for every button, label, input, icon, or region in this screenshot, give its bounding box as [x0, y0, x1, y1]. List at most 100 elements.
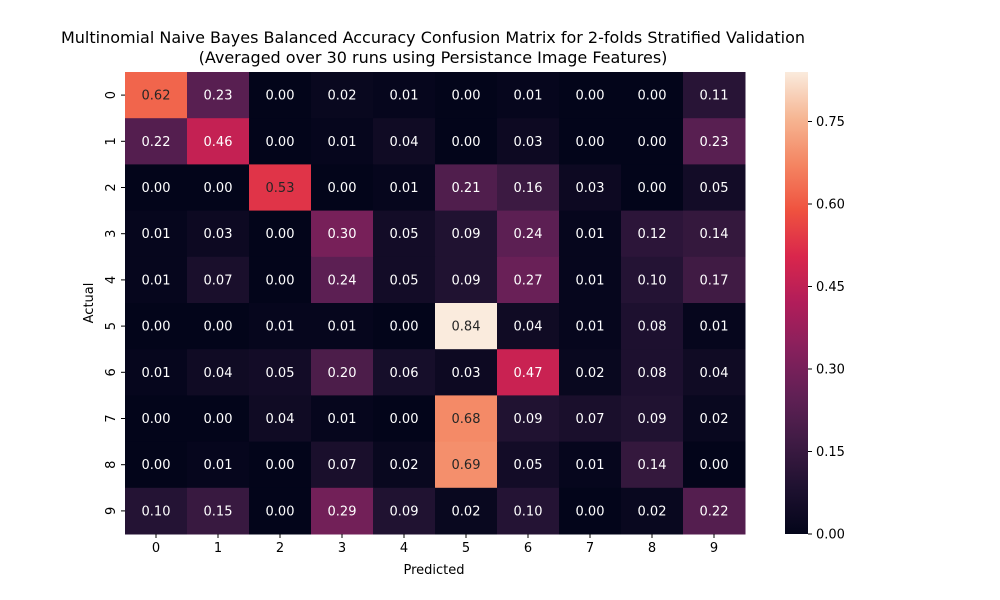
- cell-value-label: 0.05: [390, 273, 419, 288]
- cell-value-label: 0.09: [514, 412, 543, 427]
- heatmap-cell: [373, 395, 436, 443]
- colorbar-tick-label: 0.75: [816, 115, 845, 130]
- heatmap-cell: [125, 441, 188, 489]
- cell-value-label: 0.00: [266, 227, 295, 242]
- heatmap-cell: [249, 349, 312, 396]
- cell-value-label: 0.00: [328, 181, 357, 196]
- x-tick-label: 1: [214, 541, 222, 556]
- heatmap-cell: [497, 210, 560, 258]
- heatmap-cell: [683, 256, 746, 304]
- cell-value-label: 0.01: [266, 320, 295, 335]
- cell-value-label: 0.14: [638, 458, 667, 473]
- cell-value-label: 0.00: [576, 135, 605, 150]
- heatmap-cell: [373, 72, 436, 119]
- heatmap-cell: [125, 303, 188, 350]
- cell-value-label: 0.05: [700, 181, 729, 196]
- cell-value-label: 0.00: [638, 181, 667, 196]
- cell-value-label: 0.00: [452, 135, 481, 150]
- heatmap-cell: [311, 118, 374, 165]
- heatmap-cell: [249, 303, 312, 350]
- heatmap-cell: [125, 256, 188, 304]
- cell-value-label: 0.62: [142, 89, 171, 104]
- y-tick-label: 3: [104, 230, 119, 238]
- cell-value-label: 0.23: [700, 135, 729, 150]
- heatmap-cell: [249, 72, 312, 119]
- heatmap-cell: [497, 441, 560, 489]
- cell-value-label: 0.84: [452, 320, 481, 335]
- heatmap-cell: [249, 441, 312, 489]
- cell-value-label: 0.20: [328, 366, 357, 381]
- cell-value-label: 0.02: [638, 504, 667, 519]
- cell-value-label: 0.27: [514, 273, 543, 288]
- cell-value-label: 0.04: [204, 366, 233, 381]
- heatmap-cell: [559, 349, 622, 396]
- heatmap-cell: [683, 487, 746, 535]
- heatmap-cell: [621, 72, 684, 119]
- heatmap-cell: [621, 395, 684, 443]
- heatmap-cell: [683, 164, 746, 212]
- heatmap-cell: [497, 118, 560, 165]
- cell-value-label: 0.00: [266, 458, 295, 473]
- colorbar: [785, 72, 808, 534]
- colorbar-tick-label: 0.30: [816, 363, 845, 378]
- heatmap-cell: [497, 395, 560, 443]
- heatmap-cell: [187, 72, 250, 119]
- heatmap-cell: [435, 256, 498, 304]
- colorbar-tick-label: 0.15: [816, 445, 845, 460]
- cell-value-label: 0.09: [390, 504, 419, 519]
- heatmap-cell: [249, 118, 312, 165]
- heatmap-cell: [435, 118, 498, 165]
- cell-value-label: 0.03: [204, 227, 233, 242]
- heatmap-cell: [683, 118, 746, 165]
- cell-value-label: 0.21: [452, 181, 481, 196]
- cell-value-label: 0.04: [514, 320, 543, 335]
- heatmap-cell: [187, 164, 250, 212]
- cell-value-label: 0.00: [204, 412, 233, 427]
- heatmap-cell: [373, 164, 436, 212]
- cell-annotations: 0.62 0.23 0.00 0.02 0.01 0.00 0.01 0.00 0.00 0.11…: [142, 89, 729, 520]
- cell-value-label: 0.02: [390, 458, 419, 473]
- heatmap-cell: [311, 72, 374, 119]
- heatmap-cell: [435, 349, 498, 396]
- cell-value-label: 0.09: [638, 412, 667, 427]
- heatmap-cell: [497, 303, 560, 350]
- cell-value-label: 0.00: [204, 181, 233, 196]
- cell-value-label: 0.16: [514, 181, 543, 196]
- heatmap-cell: [559, 441, 622, 489]
- cell-value-label: 0.05: [266, 366, 295, 381]
- x-tick-label: 7: [586, 541, 594, 556]
- cell-value-label: 0.00: [576, 89, 605, 104]
- heatmap-cell: [621, 487, 684, 535]
- heatmap-cell: [559, 164, 622, 212]
- heatmap-cell: [559, 487, 622, 535]
- y-axis-label: Actual: [82, 283, 97, 324]
- heatmap-cell: [373, 349, 436, 396]
- cell-value-label: 0.08: [638, 366, 667, 381]
- heatmap-cell: [373, 118, 436, 165]
- heatmap-cell: [125, 118, 188, 165]
- x-tick-label: 5: [462, 541, 470, 556]
- heatmap-cell: [559, 118, 622, 165]
- heatmap-cell: [683, 210, 746, 258]
- cell-value-label: 0.09: [452, 227, 481, 242]
- cell-value-label: 0.10: [638, 273, 667, 288]
- heatmap-cell: [497, 256, 560, 304]
- heatmap-cell: [621, 118, 684, 165]
- heatmap-cell: [311, 395, 374, 443]
- heatmap-cell: [125, 72, 188, 119]
- cell-value-label: 0.00: [452, 89, 481, 104]
- cell-value-label: 0.02: [700, 412, 729, 427]
- cell-value-label: 0.00: [142, 412, 171, 427]
- cell-value-label: 0.22: [700, 504, 729, 519]
- heatmap-cell: [187, 395, 250, 443]
- y-tick-label: 6: [104, 368, 119, 376]
- cell-value-label: 0.05: [514, 458, 543, 473]
- heatmap-cell: [125, 164, 188, 212]
- heatmap-cell: [373, 256, 436, 304]
- heatmap-cell: [683, 395, 746, 443]
- y-tick-label: 4: [104, 276, 119, 284]
- cell-value-label: 0.01: [700, 320, 729, 335]
- heatmap-cell: [621, 349, 684, 396]
- cell-value-label: 0.30: [328, 227, 357, 242]
